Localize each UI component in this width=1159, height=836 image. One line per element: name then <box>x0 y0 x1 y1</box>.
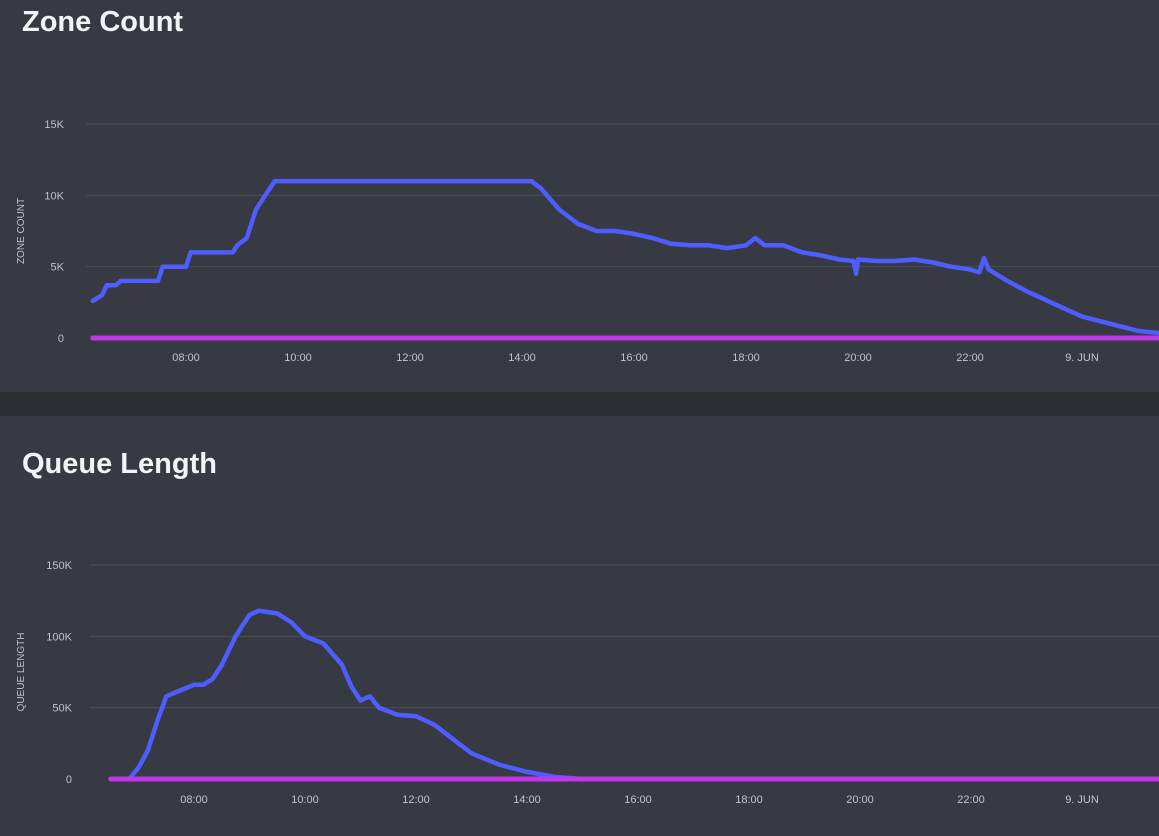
x-tick-label: 20:00 <box>844 352 872 364</box>
x-tick-label: 22:00 <box>957 794 985 806</box>
y-tick-label: 5K <box>51 262 65 274</box>
x-tick-label: 18:00 <box>735 794 763 806</box>
y-axis-title: ZONE COUNT <box>16 198 27 264</box>
x-tick-label: 12:00 <box>402 794 430 806</box>
x-tick-label: 10:00 <box>291 794 319 806</box>
queue-length-panel: Queue Length 0 50K 100K 150K 08:00 10:00 12:00… <box>0 416 1159 836</box>
x-tick-label: 9. JUN <box>1065 794 1099 806</box>
series-line-primary <box>90 178 1159 336</box>
series-line-primary <box>108 608 1159 782</box>
y-tick-label: 15K <box>44 119 64 131</box>
x-tick-label: 12:00 <box>396 352 424 364</box>
x-tick-label: 14:00 <box>508 352 536 364</box>
x-tick-label: 20:00 <box>846 794 874 806</box>
zone-count-chart: 0 5K 10K 15K 08:00 10:00 12:00 14:00 16:00 18:00 2… <box>16 119 1159 364</box>
x-tick-label: 14:00 <box>513 794 541 806</box>
zone-count-panel: Zone Count 0 5K 10K 15K 08:00 10:00 12:00 14:00… <box>0 0 1159 392</box>
y-tick-label: 0 <box>66 774 72 786</box>
chart-title: Zone Count <box>22 6 184 38</box>
x-tick-label: 16:00 <box>620 352 648 364</box>
x-tick-label: 18:00 <box>732 352 760 364</box>
x-tick-label: 16:00 <box>624 794 652 806</box>
y-tick-label: 50K <box>52 703 72 715</box>
y-tick-label: 100K <box>46 631 72 643</box>
x-tick-label: 22:00 <box>956 352 984 364</box>
x-tick-label: 9. JUN <box>1065 352 1099 364</box>
y-tick-label: 0 <box>58 333 64 345</box>
y-tick-label: 10K <box>44 190 64 202</box>
chart-title: Queue Length <box>22 448 217 480</box>
y-tick-label: 150K <box>46 560 72 572</box>
y-axis-title: QUEUE LENGTH <box>16 633 27 712</box>
x-tick-label: 10:00 <box>284 352 312 364</box>
x-tick-label: 08:00 <box>180 794 208 806</box>
x-tick-label: 08:00 <box>172 352 200 364</box>
